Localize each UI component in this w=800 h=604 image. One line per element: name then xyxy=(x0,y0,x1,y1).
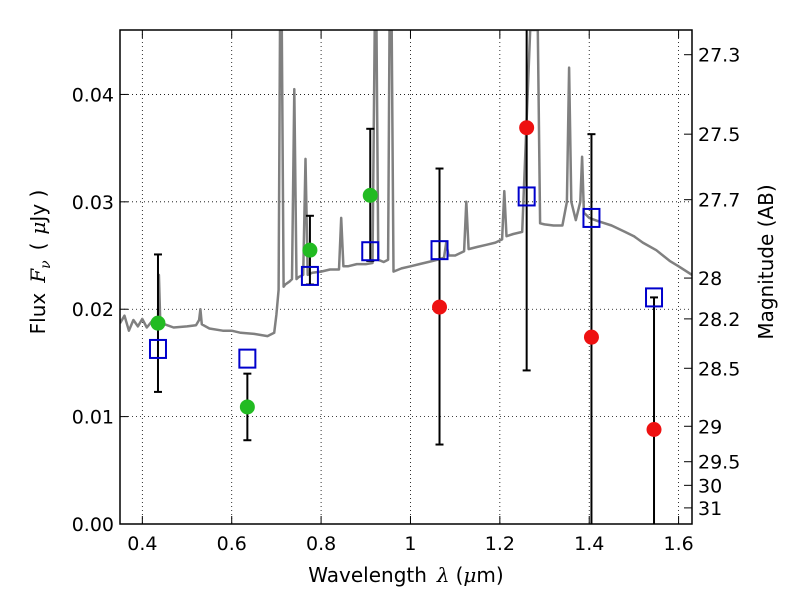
y-tick-label: 0.01 xyxy=(72,407,114,429)
green-data-point xyxy=(239,399,255,415)
model-square-marker xyxy=(238,348,257,369)
y2-tick-label: 27.7 xyxy=(698,190,740,212)
spectrum-line xyxy=(120,30,692,338)
y2-tick-label: 29 xyxy=(698,416,722,438)
y2-tick-label: 30 xyxy=(698,475,722,497)
model-square-marker xyxy=(430,240,449,261)
model-square-marker xyxy=(148,338,167,359)
model-square-marker xyxy=(361,241,380,262)
y-axis: 0.00 0.01 0.02 0.03 0.04 xyxy=(72,84,128,536)
green-data-point xyxy=(150,315,166,331)
y2-tick-label: 29.5 xyxy=(698,452,740,474)
red-data-point xyxy=(583,329,599,345)
y2-tick-label: 27.5 xyxy=(698,124,740,146)
red-data-point xyxy=(432,299,448,315)
model-square-marker xyxy=(582,207,601,228)
x-tick-label: 1.6 xyxy=(663,533,693,555)
green-data-point xyxy=(362,187,378,203)
model-square-marker xyxy=(300,265,319,286)
y-tick-label: 0.02 xyxy=(72,299,114,321)
x-tick-label: 1.4 xyxy=(574,533,604,555)
red-data-point xyxy=(519,120,535,136)
model-square-marker xyxy=(517,186,536,207)
y2-tick-label: 27.3 xyxy=(698,45,740,67)
x-tick-label: 0.6 xyxy=(217,533,247,555)
x-tick-label: 1 xyxy=(404,533,416,555)
green-data-point xyxy=(302,242,318,258)
y-tick-label: 0.00 xyxy=(72,514,114,536)
plot-frame xyxy=(119,29,693,525)
x-axis-label: Wavelength λ (μm) xyxy=(308,563,503,587)
y2-tick-label: 31 xyxy=(698,498,722,520)
x-tick-label: 0.4 xyxy=(127,533,157,555)
y-axis-label: FluxFν(μJy ) xyxy=(26,190,54,335)
y2-tick-label: 28 xyxy=(698,268,722,290)
red-data-point xyxy=(646,421,662,437)
model-square-marker xyxy=(645,287,664,308)
plot-area xyxy=(120,30,692,524)
x-tick-label: 0.8 xyxy=(306,533,336,555)
y-tick-label: 0.04 xyxy=(72,84,114,106)
x-tick-label: 1.2 xyxy=(485,533,515,555)
y2-axis-label: Magnitude (AB) xyxy=(754,184,778,339)
y2-tick-label: 28.5 xyxy=(698,358,740,380)
x-axis: 0.4 0.6 0.8 1 1.2 1.4 1.6 xyxy=(127,30,694,555)
y-tick-label: 0.03 xyxy=(72,192,114,214)
y2-tick-label: 28.2 xyxy=(698,309,740,331)
